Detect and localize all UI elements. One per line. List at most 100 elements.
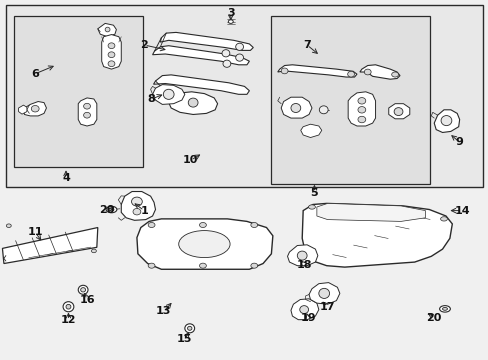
Ellipse shape (131, 197, 142, 206)
Text: 16: 16 (79, 294, 95, 305)
Text: 15: 15 (177, 334, 192, 344)
Bar (6, 5, 482, 187)
Ellipse shape (442, 307, 447, 310)
Ellipse shape (199, 263, 206, 268)
Ellipse shape (108, 61, 115, 67)
Polygon shape (102, 35, 121, 69)
Ellipse shape (105, 27, 110, 32)
Polygon shape (121, 192, 155, 220)
Ellipse shape (235, 54, 243, 61)
Text: 18: 18 (296, 260, 311, 270)
Text: 4: 4 (62, 173, 70, 183)
Ellipse shape (188, 98, 198, 107)
Ellipse shape (108, 43, 115, 49)
Ellipse shape (109, 208, 114, 211)
Ellipse shape (6, 224, 11, 228)
Ellipse shape (184, 324, 194, 333)
Ellipse shape (83, 103, 90, 109)
Ellipse shape (106, 206, 117, 213)
Ellipse shape (290, 104, 300, 112)
Ellipse shape (31, 105, 39, 112)
Text: 8: 8 (147, 94, 155, 104)
Ellipse shape (319, 106, 327, 114)
Ellipse shape (78, 285, 88, 294)
Text: 12: 12 (61, 315, 76, 325)
Ellipse shape (178, 230, 229, 258)
Text: 11: 11 (27, 227, 43, 237)
Ellipse shape (199, 222, 206, 228)
Polygon shape (277, 65, 356, 77)
Ellipse shape (83, 112, 90, 118)
Ellipse shape (108, 52, 115, 58)
Text: 6: 6 (31, 69, 39, 79)
Text: 7: 7 (303, 40, 310, 50)
Ellipse shape (347, 71, 354, 77)
Ellipse shape (357, 107, 365, 113)
Text: 19: 19 (300, 312, 315, 323)
Ellipse shape (66, 305, 71, 309)
Polygon shape (152, 46, 249, 65)
Text: 20: 20 (99, 204, 114, 215)
Polygon shape (302, 203, 451, 267)
Ellipse shape (148, 222, 155, 228)
Polygon shape (98, 23, 116, 37)
Bar (14, 16, 143, 167)
Polygon shape (359, 65, 399, 79)
Ellipse shape (91, 249, 96, 253)
Text: 10: 10 (183, 155, 198, 165)
Polygon shape (316, 203, 425, 221)
Ellipse shape (163, 89, 174, 99)
Ellipse shape (148, 263, 155, 268)
Polygon shape (433, 110, 459, 132)
Text: 20: 20 (426, 312, 441, 323)
Ellipse shape (133, 208, 141, 215)
Ellipse shape (308, 205, 315, 209)
Ellipse shape (223, 60, 230, 67)
Ellipse shape (299, 306, 308, 314)
Ellipse shape (440, 217, 447, 221)
Ellipse shape (297, 251, 306, 260)
Polygon shape (287, 245, 317, 266)
Polygon shape (290, 299, 318, 320)
Polygon shape (347, 92, 375, 126)
Polygon shape (78, 98, 97, 126)
Ellipse shape (357, 98, 365, 104)
Text: 5: 5 (310, 188, 318, 198)
Ellipse shape (393, 108, 402, 116)
Polygon shape (19, 105, 27, 114)
Ellipse shape (250, 222, 257, 228)
Polygon shape (23, 102, 46, 116)
Polygon shape (168, 92, 217, 114)
Ellipse shape (235, 43, 243, 50)
Text: 17: 17 (319, 302, 335, 312)
Ellipse shape (391, 72, 398, 77)
Polygon shape (388, 104, 409, 119)
Ellipse shape (318, 288, 329, 298)
Text: 3: 3 (226, 8, 234, 18)
Text: 13: 13 (156, 306, 171, 316)
Polygon shape (308, 283, 339, 304)
Polygon shape (300, 124, 321, 138)
Bar (271, 16, 429, 184)
Ellipse shape (250, 263, 257, 268)
Polygon shape (137, 219, 272, 269)
Text: 2: 2 (140, 40, 148, 50)
Ellipse shape (281, 68, 287, 74)
Polygon shape (153, 75, 249, 94)
Polygon shape (281, 97, 311, 118)
Ellipse shape (439, 306, 449, 312)
Text: 1: 1 (140, 206, 148, 216)
Ellipse shape (357, 116, 365, 123)
Polygon shape (152, 85, 184, 104)
Ellipse shape (364, 69, 370, 75)
Ellipse shape (440, 116, 451, 126)
Polygon shape (160, 32, 253, 50)
Ellipse shape (81, 288, 85, 292)
Ellipse shape (228, 20, 233, 23)
Ellipse shape (222, 50, 229, 57)
Polygon shape (2, 228, 98, 264)
Text: 9: 9 (455, 137, 463, 147)
Ellipse shape (63, 302, 74, 312)
Text: 14: 14 (453, 206, 469, 216)
Ellipse shape (187, 326, 191, 330)
